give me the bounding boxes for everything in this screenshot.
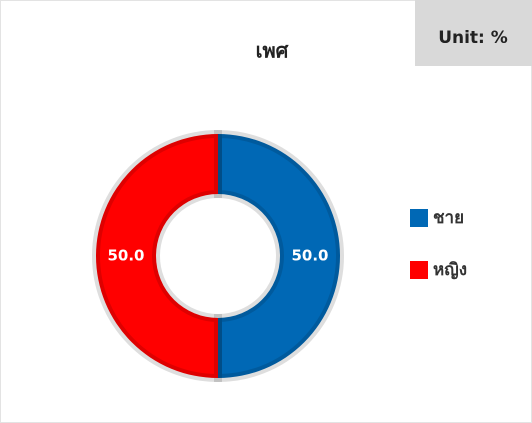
unit-box — [415, 0, 532, 66]
unit-label: Unit: % — [438, 28, 508, 48]
legend-swatch — [410, 209, 428, 227]
chart-title: เพศ — [256, 39, 290, 63]
donut-slice — [92, 129, 222, 383]
data-label: 50.0 — [291, 247, 328, 265]
data-label: 50.0 — [107, 247, 144, 265]
legend-label: หญิง — [433, 260, 467, 280]
donut-slice — [214, 129, 344, 383]
legend-label: ชาย — [433, 208, 464, 228]
legend-swatch — [410, 261, 428, 279]
